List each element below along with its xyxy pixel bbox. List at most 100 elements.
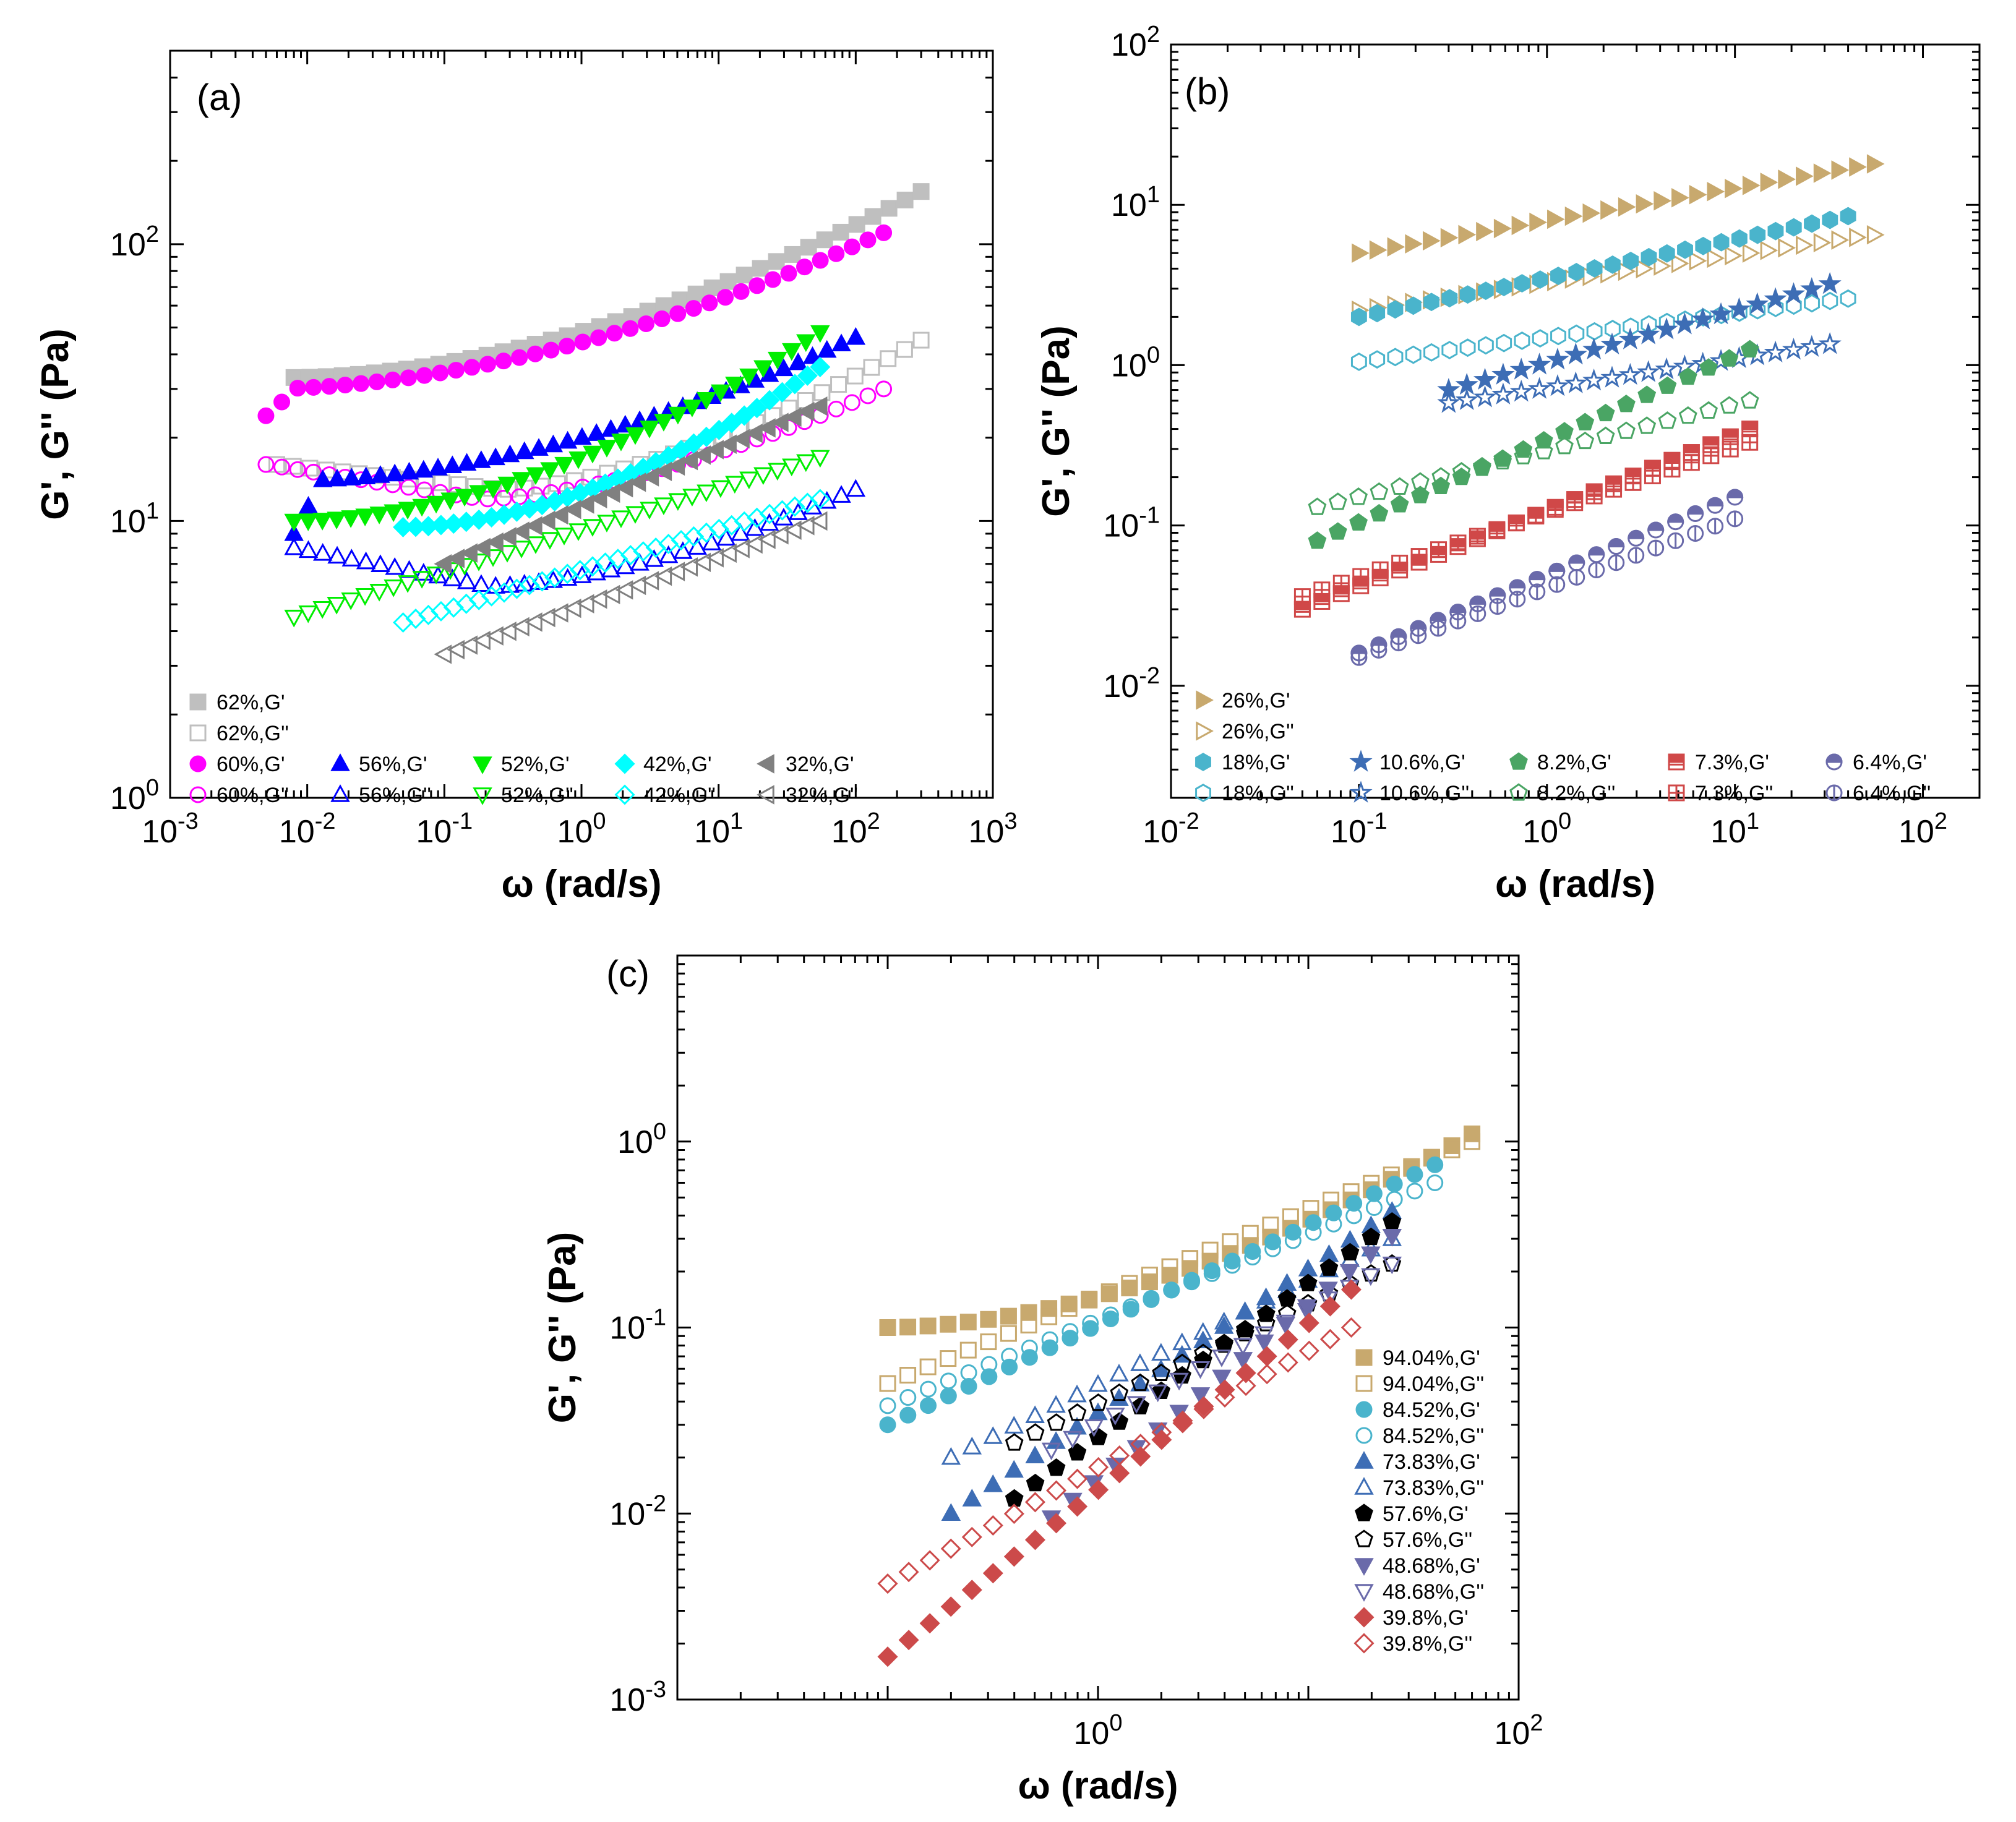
data-point	[583, 445, 603, 464]
data-point	[1163, 1281, 1180, 1299]
data-point	[1689, 251, 1707, 271]
data-point	[797, 365, 818, 386]
data-point	[289, 461, 306, 478]
data-point	[748, 277, 766, 294]
data-point	[1600, 366, 1624, 388]
data-point	[982, 1563, 1003, 1584]
data-point	[1443, 1141, 1461, 1158]
data-point	[1040, 1308, 1058, 1325]
data-point	[384, 504, 403, 523]
data-point	[1406, 1166, 1423, 1183]
legend-label: 62%,G''	[217, 722, 289, 745]
data-point	[1778, 169, 1796, 189]
data-point	[1151, 1422, 1172, 1443]
data-point	[1673, 312, 1696, 335]
data-point	[810, 356, 831, 377]
data-point	[859, 231, 877, 249]
data-point	[537, 607, 555, 628]
series-7.3%-G-	[1293, 434, 1759, 605]
data-point	[725, 376, 745, 395]
data-point	[736, 267, 753, 284]
data-point	[443, 597, 464, 618]
data-point	[1369, 304, 1386, 323]
data-point	[1566, 494, 1584, 511]
data-point	[479, 356, 496, 373]
legend-label: 57.6%,G'	[1383, 1502, 1469, 1526]
data-point	[875, 224, 893, 241]
data-point	[848, 216, 865, 233]
data-point	[1284, 1232, 1302, 1249]
data-point	[557, 563, 578, 584]
legend-label: 32%,G''	[786, 784, 858, 807]
data-point	[640, 502, 659, 520]
data-point	[1641, 247, 1657, 267]
data-point	[1585, 487, 1603, 505]
data-point	[796, 259, 813, 276]
data-point	[1658, 411, 1677, 429]
data-point	[1582, 368, 1606, 391]
data-point	[495, 353, 512, 370]
legend: 94.04%,G'94.04%,G''84.52%,G'84.52%,G''73…	[1353, 1346, 1484, 1656]
data-point	[512, 472, 531, 490]
data-point	[1667, 513, 1684, 531]
data-point	[1235, 1362, 1256, 1384]
data-point	[572, 427, 592, 445]
data-point	[800, 239, 817, 256]
data-point	[706, 440, 724, 460]
data-point	[1088, 1456, 1109, 1478]
data-point	[683, 526, 705, 547]
data-point	[1849, 157, 1867, 177]
data-point	[1431, 467, 1451, 485]
data-point	[1440, 228, 1459, 248]
data-point	[1081, 1290, 1098, 1307]
data-point	[745, 423, 763, 443]
data-point	[1193, 1398, 1214, 1419]
data-point	[1244, 1242, 1261, 1260]
data-point	[701, 532, 722, 550]
x-tick-label: 102	[1495, 1710, 1543, 1751]
data-point	[602, 483, 620, 503]
data-point	[1699, 358, 1718, 376]
data-point	[1047, 1413, 1066, 1431]
data-point	[831, 333, 851, 352]
data-point	[576, 594, 594, 614]
data-point	[463, 359, 481, 376]
data-point	[611, 434, 631, 451]
data-point	[941, 1447, 961, 1465]
data-point	[1068, 1403, 1087, 1421]
data-point	[563, 598, 581, 618]
data-point	[512, 617, 530, 637]
x-axis-title: ω (rad/s)	[501, 863, 661, 905]
data-point	[697, 392, 716, 410]
legend-label: 18%,G'	[1222, 751, 1290, 774]
data-point	[1568, 324, 1585, 343]
data-point	[1298, 1312, 1319, 1333]
data-point	[393, 612, 414, 633]
data-point	[768, 463, 787, 481]
data-point	[1740, 391, 1759, 409]
data-point	[620, 545, 641, 566]
data-point	[1617, 421, 1636, 439]
panel-label: (b)	[1185, 71, 1230, 112]
legend-label: 62%,G'	[217, 691, 285, 714]
data-point	[1491, 382, 1515, 404]
data-point	[1785, 218, 1802, 237]
data-point	[658, 545, 679, 563]
data-point	[1726, 489, 1744, 506]
data-point	[1804, 214, 1820, 233]
legend-label: 48.68%,G'	[1383, 1554, 1480, 1578]
legend-marker	[1195, 753, 1211, 771]
data-point	[783, 520, 802, 541]
data-point	[1214, 1311, 1234, 1330]
data-point	[716, 528, 736, 546]
data-point	[1349, 487, 1368, 505]
data-point	[759, 513, 779, 531]
legend-marker	[1509, 752, 1528, 770]
data-point	[654, 461, 672, 481]
data-point	[301, 460, 319, 477]
data-point	[831, 485, 851, 503]
legend-label: 32%,G'	[786, 753, 854, 776]
data-point	[980, 1333, 997, 1351]
legend-label: 7.3%,G'	[1695, 751, 1769, 774]
